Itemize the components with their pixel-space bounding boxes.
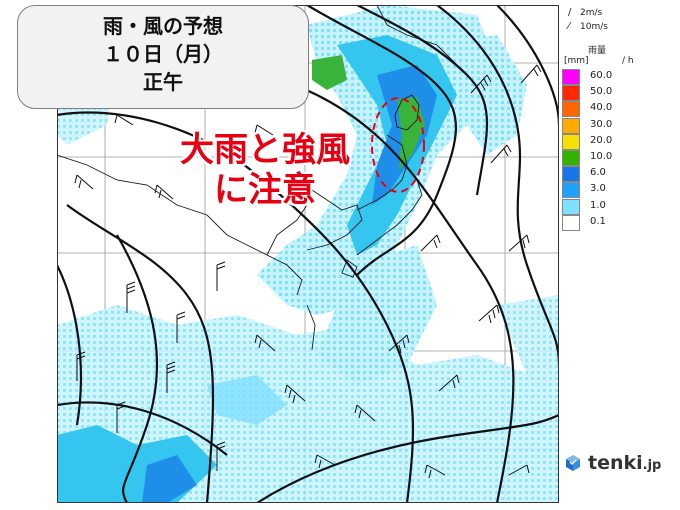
title-line-1: 雨・風の予想 — [103, 14, 223, 38]
rain-legend-unit-suffix: / h — [622, 56, 634, 66]
warning-annotation: 大雨と強風 に注意 — [155, 130, 375, 210]
rain-scale-swatch — [562, 69, 580, 85]
rain-scale-swatch — [562, 85, 580, 102]
rain-scale-label: 1.0 — [590, 199, 606, 211]
rain-scale-swatch — [562, 101, 580, 118]
rain-scale-swatch — [562, 214, 580, 231]
rain-areas — [57, 5, 559, 503]
brand-logo: tenki.jp — [561, 451, 680, 477]
legend: /2m/s ⁄ 10m/s 雨量 [mm] / h 60.0 50.0 40.0 30.… — [560, 5, 680, 255]
rain-scale-label: 10.0 — [590, 151, 613, 162]
rain-scale-swatch — [562, 182, 580, 199]
wind-barb-small-icon: / — [568, 7, 572, 18]
rain-scale-label: 40.0 — [590, 102, 613, 114]
title-line-3: 正午 — [143, 70, 183, 94]
warning-area-outline — [371, 97, 425, 193]
rain-scale-swatch — [562, 166, 580, 183]
rain-scale-swatch — [562, 133, 580, 150]
wind-barb-large-icon: ⁄ — [568, 21, 570, 32]
rain-legend-unit: [mm] — [564, 56, 589, 66]
wind-key-small: /2m/s — [568, 7, 603, 18]
rain-legend-title: 雨量 — [588, 46, 607, 56]
rain-scale-label: 20.0 — [590, 134, 613, 146]
wind-barbs — [74, 64, 542, 479]
rain-scale-swatch — [562, 198, 580, 215]
rain-scale-label: 50.0 — [590, 86, 613, 98]
rain-scale-label: 30.0 — [590, 118, 613, 130]
tenki-cube-icon — [566, 455, 580, 471]
rain-scale-swatch — [562, 150, 580, 166]
rain-scale-label: 3.0 — [590, 183, 606, 195]
brand-name: tenki.jp — [588, 452, 662, 474]
wind-key-large: ⁄ 10m/s — [568, 21, 608, 32]
rain-scale-label: 0.1 — [590, 215, 606, 227]
rain-scale-label: 6.0 — [590, 167, 606, 179]
warning-line-1: 大雨と強風 — [180, 130, 350, 170]
rain-scale-swatch — [562, 117, 580, 134]
rain-scale-label: 60.0 — [590, 70, 613, 81]
title-box: 雨・風の予想 １０日（月） 正午 — [17, 5, 309, 109]
title-line-2: １０日（月） — [103, 42, 223, 66]
warning-line-2: に注意 — [214, 170, 316, 210]
